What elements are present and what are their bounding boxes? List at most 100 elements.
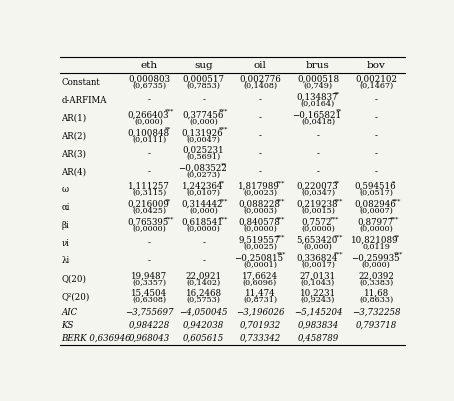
- Text: 22,0921: 22,0921: [186, 271, 222, 280]
- Text: -: -: [258, 149, 262, 158]
- Text: (0,000): (0,000): [189, 117, 218, 126]
- Text: ***: ***: [330, 216, 339, 221]
- Text: 0,266403: 0,266403: [127, 110, 169, 119]
- Text: ***: ***: [390, 216, 399, 221]
- Text: (0,5691): (0,5691): [187, 153, 221, 161]
- Text: (0,8731): (0,8731): [243, 296, 277, 304]
- Text: 0,082946: 0,082946: [354, 200, 396, 209]
- Text: -: -: [375, 167, 377, 176]
- Text: 9,519557: 9,519557: [238, 235, 280, 245]
- Text: (0,0047): (0,0047): [187, 136, 221, 144]
- Text: 10,821089: 10,821089: [351, 235, 399, 245]
- Text: (0,0111): (0,0111): [132, 136, 166, 144]
- Text: (0,0025): (0,0025): [243, 243, 277, 251]
- Text: 0,219238: 0,219238: [296, 200, 338, 209]
- Text: brus: brus: [306, 61, 330, 70]
- Text: (0,000): (0,000): [135, 117, 163, 126]
- Text: **: **: [219, 180, 225, 185]
- Text: 0,002776: 0,002776: [239, 75, 281, 84]
- Text: −0,259935: −0,259935: [350, 253, 400, 262]
- Text: 0,131926: 0,131926: [182, 128, 223, 137]
- Text: 0,7572: 0,7572: [302, 218, 332, 227]
- Text: -: -: [148, 149, 151, 158]
- Text: (0,0023): (0,0023): [243, 189, 277, 197]
- Text: 0,793718: 0,793718: [355, 320, 397, 330]
- Text: ***: ***: [165, 109, 174, 114]
- Text: 11,474: 11,474: [245, 289, 275, 298]
- Text: (0,0418): (0,0418): [301, 117, 335, 126]
- Text: ***: ***: [334, 252, 343, 257]
- Text: sug: sug: [194, 61, 213, 70]
- Text: ***: ***: [165, 216, 174, 221]
- Text: 0,377456: 0,377456: [182, 110, 223, 119]
- Text: 0,594516: 0,594516: [354, 182, 396, 191]
- Text: 27,0131: 27,0131: [300, 271, 336, 280]
- Text: (0,9243): (0,9243): [301, 296, 335, 304]
- Text: 15,4504: 15,4504: [131, 289, 167, 298]
- Text: −0,083522: −0,083522: [178, 164, 227, 173]
- Text: (0,0347): (0,0347): [301, 189, 335, 197]
- Text: 11,68: 11,68: [364, 289, 389, 298]
- Text: (0,0273): (0,0273): [187, 171, 221, 179]
- Text: (0,000): (0,000): [189, 207, 218, 215]
- Text: 0,134837: 0,134837: [296, 93, 338, 101]
- Text: (0,8633): (0,8633): [359, 296, 393, 304]
- Text: **: **: [394, 234, 400, 239]
- Text: -: -: [316, 131, 320, 140]
- Text: 0,87977: 0,87977: [357, 218, 393, 227]
- Text: (0,6308): (0,6308): [132, 296, 166, 304]
- Text: −3,755697: −3,755697: [125, 308, 173, 317]
- Text: (0,6096): (0,6096): [243, 278, 277, 286]
- Text: ***: ***: [277, 252, 287, 257]
- Text: AIC: AIC: [61, 308, 78, 317]
- Text: ***: ***: [391, 198, 401, 203]
- Text: (0,0003): (0,0003): [243, 207, 277, 215]
- Text: (0,1408): (0,1408): [243, 82, 277, 90]
- Text: ***: ***: [219, 109, 228, 114]
- Text: Constant: Constant: [61, 78, 100, 87]
- Text: -: -: [316, 167, 320, 176]
- Text: 0,314442: 0,314442: [182, 200, 223, 209]
- Text: (0,0000): (0,0000): [243, 225, 277, 233]
- Text: **: **: [221, 162, 227, 168]
- Text: **: **: [334, 91, 340, 96]
- Text: −0,250815: −0,250815: [234, 253, 283, 262]
- Text: Q(20): Q(20): [61, 274, 86, 283]
- Text: (0,0000): (0,0000): [187, 225, 221, 233]
- Text: (0,749): (0,749): [303, 82, 333, 90]
- Text: 0,840578: 0,840578: [238, 218, 280, 227]
- Text: −5,145204: −5,145204: [294, 308, 342, 317]
- Text: νi: νi: [61, 239, 69, 247]
- Text: AR(3): AR(3): [61, 149, 86, 158]
- Text: BERK 0,636946: BERK 0,636946: [61, 334, 131, 342]
- Text: *: *: [391, 180, 395, 185]
- Text: -: -: [148, 167, 151, 176]
- Text: ***: ***: [394, 252, 403, 257]
- Text: 0,336824: 0,336824: [296, 253, 338, 262]
- Text: 1,242364: 1,242364: [182, 182, 223, 191]
- Text: d-ARFIMA: d-ARFIMA: [61, 95, 107, 105]
- Text: (0,0000): (0,0000): [132, 225, 166, 233]
- Text: (0,0425): (0,0425): [132, 207, 166, 215]
- Text: -: -: [148, 95, 151, 105]
- Text: (0,0017): (0,0017): [301, 261, 335, 269]
- Text: −4,050045: −4,050045: [179, 308, 228, 317]
- Text: (0,1402): (0,1402): [187, 278, 221, 286]
- Text: oil: oil: [253, 61, 266, 70]
- Text: -: -: [148, 239, 151, 247]
- Text: 0,618541: 0,618541: [182, 218, 223, 227]
- Text: −3,196026: −3,196026: [236, 308, 284, 317]
- Text: (0,1467): (0,1467): [359, 82, 393, 90]
- Text: (0,0107): (0,0107): [187, 189, 221, 197]
- Text: -: -: [258, 131, 262, 140]
- Text: -: -: [258, 167, 262, 176]
- Text: 0,983834: 0,983834: [297, 320, 339, 330]
- Text: -: -: [375, 131, 377, 140]
- Text: 0,000517: 0,000517: [183, 75, 225, 84]
- Text: (0,0000): (0,0000): [301, 225, 335, 233]
- Text: −3,732258: −3,732258: [352, 308, 400, 317]
- Text: (0,3357): (0,3357): [132, 278, 166, 286]
- Text: 0,458789: 0,458789: [297, 334, 339, 342]
- Text: -: -: [316, 149, 320, 158]
- Text: 0,000803: 0,000803: [128, 75, 170, 84]
